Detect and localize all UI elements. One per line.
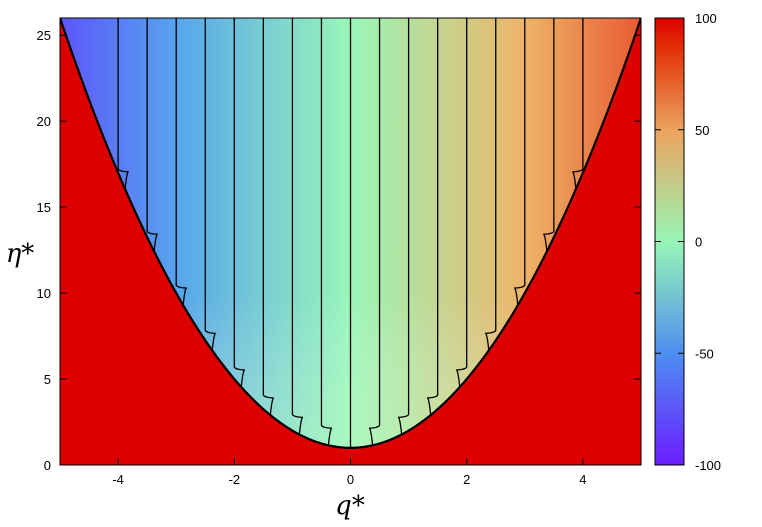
colorbar-tick-label: 50 xyxy=(695,123,709,138)
y-axis-ticks: 0 5 10 15 20 25 xyxy=(37,28,641,473)
colorbar-tick-label: 100 xyxy=(695,11,717,26)
contour-line xyxy=(543,18,555,252)
colorbar-tick-label: -50 xyxy=(695,346,714,361)
contour-line xyxy=(514,18,526,306)
x-axis-ticks: -4 -2 0 2 4 xyxy=(112,18,587,487)
contour-line xyxy=(204,18,216,351)
y-tick-label: 25 xyxy=(37,28,51,43)
contour-line xyxy=(397,18,410,435)
contour-line xyxy=(175,18,187,306)
y-tick-label: 15 xyxy=(37,200,51,215)
boundary-curve xyxy=(60,18,641,449)
colorbar-tick-label: 0 xyxy=(695,235,702,250)
x-tick-label: 2 xyxy=(463,472,470,487)
contour-line xyxy=(368,18,381,446)
y-tick-label: 5 xyxy=(44,372,51,387)
y-tick-label: 20 xyxy=(37,114,51,129)
contour-line xyxy=(426,18,439,416)
contour-line xyxy=(320,18,333,446)
x-axis-label: q* xyxy=(335,491,365,521)
contour-line xyxy=(291,18,304,435)
contour-line xyxy=(485,18,497,351)
plot-area xyxy=(60,18,641,465)
x-tick-label: 0 xyxy=(347,472,354,487)
contour-line xyxy=(146,18,158,252)
contour-line xyxy=(572,18,584,190)
contour-lines xyxy=(117,18,584,448)
x-tick-label: 4 xyxy=(579,472,586,487)
contour-line xyxy=(262,18,275,416)
contour-line xyxy=(233,18,245,388)
x-tick-label: -4 xyxy=(112,472,124,487)
y-axis-label: η* xyxy=(6,239,35,269)
colorbar-tick-label: -100 xyxy=(695,458,721,473)
colorbar: -100 -50 0 50 100 xyxy=(654,11,721,473)
x-tick-label: -2 xyxy=(229,472,241,487)
contour-line xyxy=(456,18,468,388)
y-tick-label: 0 xyxy=(44,458,51,473)
colorbar-ticks: -100 -50 0 50 100 xyxy=(655,11,721,473)
contour-line xyxy=(117,18,129,190)
y-tick-label: 10 xyxy=(37,286,51,301)
